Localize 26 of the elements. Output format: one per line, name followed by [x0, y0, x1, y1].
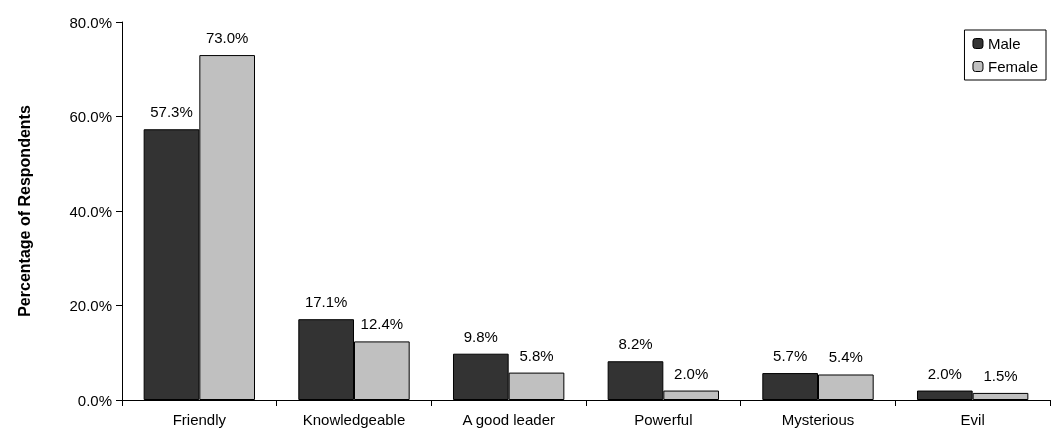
data-label: 57.3% — [150, 103, 193, 121]
legend-label: Male — [987, 35, 1021, 52]
y-tick-label: 20.0% — [69, 297, 112, 314]
data-label: 2.0% — [927, 364, 962, 382]
data-label: 2.0% — [674, 364, 709, 382]
data-label: 12.4% — [360, 315, 404, 333]
y-tick-label: 0.0% — [77, 391, 112, 409]
data-label: 8.2% — [618, 335, 653, 353]
y-tick-label: 40.0% — [69, 202, 112, 220]
legend-label: Female — [987, 58, 1039, 75]
x-tick-label: Powerful — [634, 411, 693, 428]
x-tick-label: Mysterious — [781, 411, 855, 428]
x-tick-label: Knowledgeable — [302, 411, 406, 428]
x-tick-label: A good leader — [462, 411, 555, 428]
y-axis-title: Percentage of Respondents — [15, 105, 33, 317]
data-label: 73.0% — [205, 29, 249, 47]
data-label: 1.5% — [983, 366, 1018, 384]
data-label: 9.8% — [463, 327, 498, 345]
x-tick-label: Friendly — [172, 411, 227, 428]
data-label: 17.1% — [304, 293, 348, 311]
data-label: 5.7% — [773, 347, 808, 365]
data-label: 5.8% — [519, 346, 554, 364]
data-label: 5.4% — [828, 348, 863, 366]
y-tick-label: 80.0% — [69, 13, 112, 31]
x-tick-label: Evil — [960, 411, 985, 428]
y-tick-label: 60.0% — [69, 108, 112, 125]
